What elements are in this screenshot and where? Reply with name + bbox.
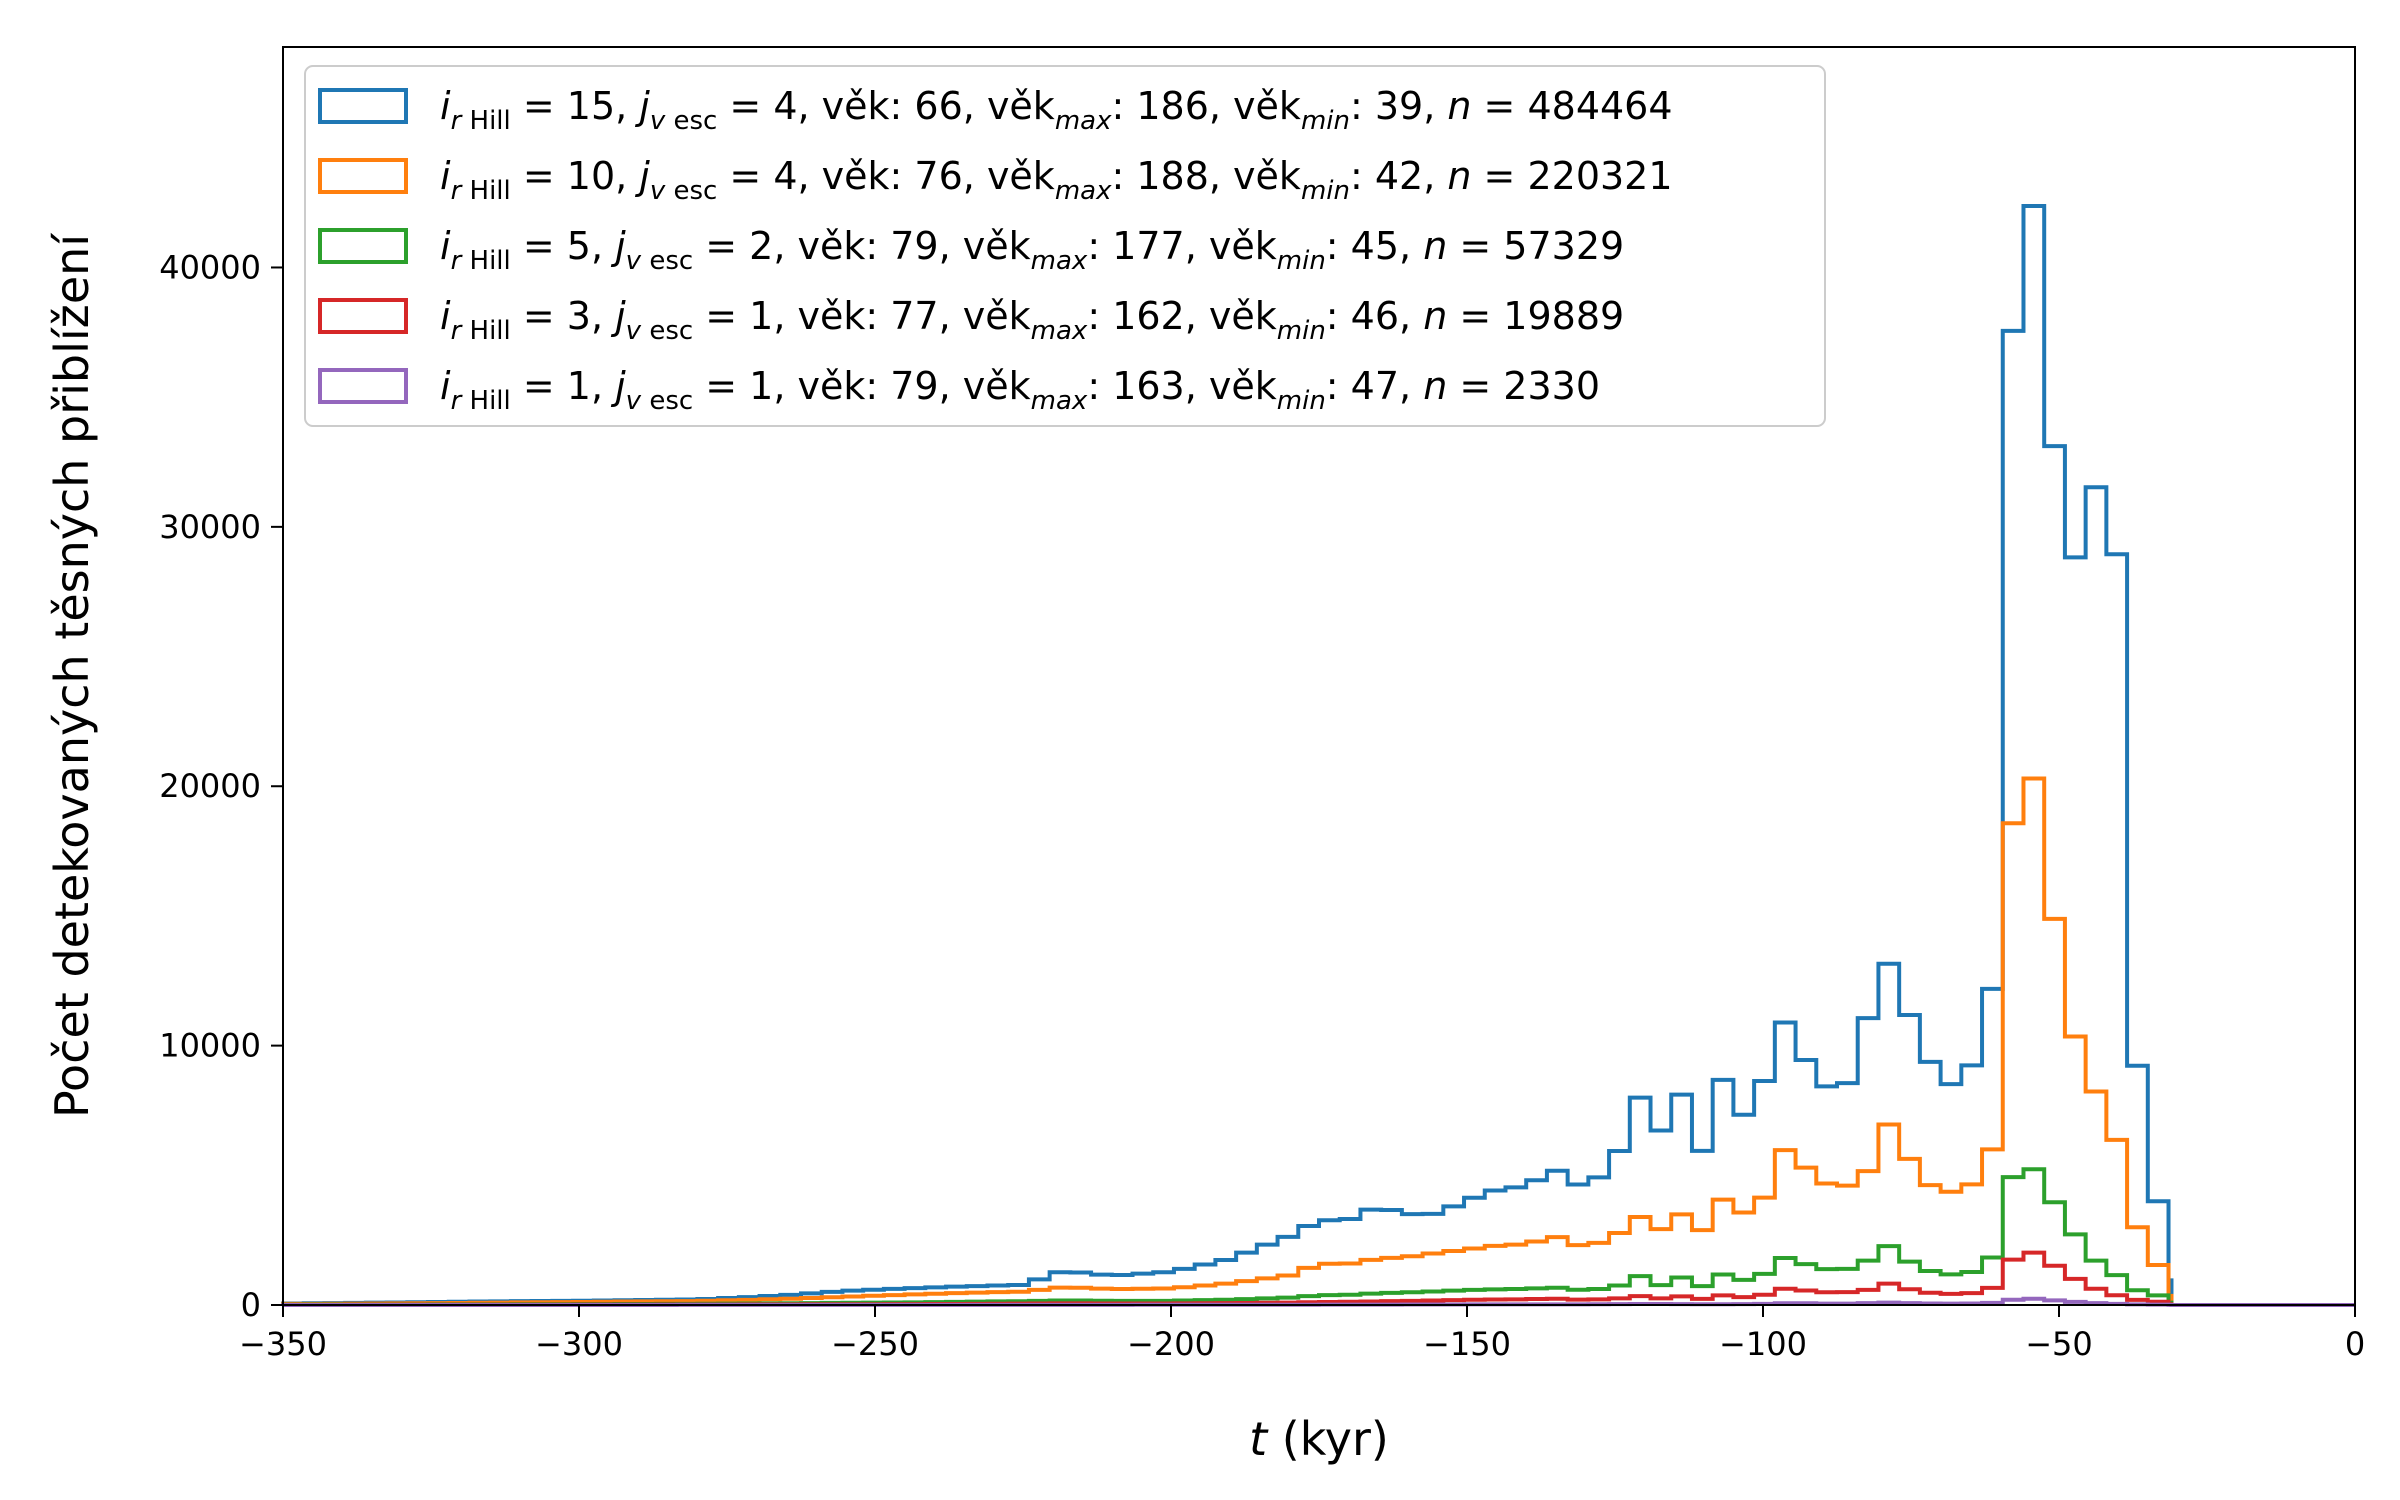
legend-n-symbol: n: [1447, 84, 1471, 128]
legend-sub-r: r: [451, 386, 464, 416]
legend-swatch: [318, 298, 408, 334]
legend-sub-max: max: [1031, 316, 1088, 346]
legend-sub-v: v: [650, 106, 666, 136]
legend-i-symbol: i: [440, 364, 451, 408]
legend-i-value: = 5,: [511, 224, 615, 268]
legend-age-max: : 162, věk: [1087, 294, 1276, 338]
legend-swatch: [318, 158, 408, 194]
legend-i-value: = 10,: [511, 154, 640, 198]
legend-i-value: = 1,: [511, 364, 615, 408]
legend-age-max: : 186, věk: [1111, 84, 1300, 128]
legend-sub-min: min: [1277, 246, 1326, 276]
legend-age-min: : 39,: [1350, 84, 1447, 128]
x-tick-label: −250: [831, 1325, 919, 1363]
legend-sub-esc: esc: [641, 386, 693, 416]
legend-entry: ir Hill = 3, jv esc = 1, věk: 77, věkmax…: [440, 294, 1624, 346]
legend-n-value: = 220321: [1471, 154, 1672, 198]
legend-age: = 1, věk: 77, věk: [693, 294, 1030, 338]
legend-sub-hill: Hill: [461, 386, 511, 416]
legend-sub-v: v: [650, 176, 666, 206]
y-tick-label: 40000: [159, 248, 261, 286]
x-axis-var: t: [1249, 1412, 1269, 1466]
legend-sub-max: max: [1031, 386, 1088, 416]
legend-sub-r: r: [451, 106, 464, 136]
legend-sub-max: max: [1055, 176, 1112, 206]
x-tick-label: −100: [1719, 1325, 1807, 1363]
legend-i-value: = 15,: [511, 84, 640, 128]
legend-sub-v: v: [626, 386, 642, 416]
legend-sub-r: r: [451, 246, 464, 276]
x-tick-label: −350: [239, 1325, 327, 1363]
legend-swatch: [318, 228, 408, 264]
legend-age: = 2, věk: 79, věk: [693, 224, 1030, 268]
x-tick-label: −150: [1423, 1325, 1511, 1363]
legend-i-symbol: i: [440, 224, 451, 268]
legend-i-symbol: i: [440, 154, 451, 198]
x-tick-label: −50: [2025, 1325, 2093, 1363]
legend-age-min: : 42,: [1350, 154, 1447, 198]
legend-sub-min: min: [1277, 386, 1326, 416]
axes-layer: −350 −300 −250 −200 −150 −100 −50 0 0 10000 20000 3…: [45, 46, 2365, 1466]
legend-age-min: : 46,: [1326, 294, 1423, 338]
legend-sub-r: r: [451, 176, 464, 206]
legend: ir Hill = 15, jv esc = 4, věk: 66, věkma…: [304, 65, 1826, 427]
legend-n-value: = 484464: [1471, 84, 1672, 128]
legend-sub-v: v: [626, 316, 642, 346]
legend-sub-hill: Hill: [461, 176, 511, 206]
legend-sub-hill: Hill: [461, 246, 511, 276]
legend-n-value: = 2330: [1447, 364, 1600, 408]
legend-i-symbol: i: [440, 84, 451, 128]
y-axis-title: Počet detekovaných těsných přiblížení: [45, 233, 99, 1118]
legend-n-symbol: n: [1447, 154, 1471, 198]
legend-sub-min: min: [1301, 176, 1350, 206]
legend-entry: ir Hill = 15, jv esc = 4, věk: 66, věkma…: [440, 84, 1673, 136]
legend-sub-max: max: [1031, 246, 1088, 276]
x-tick-label: −300: [535, 1325, 623, 1363]
legend-sub-hill: Hill: [461, 316, 511, 346]
legend-entry: ir Hill = 1, jv esc = 1, věk: 79, věkmax…: [440, 364, 1600, 416]
legend-age: = 4, věk: 76, věk: [717, 154, 1054, 198]
legend-age-min: : 47,: [1326, 364, 1423, 408]
legend-entry: ir Hill = 5, jv esc = 2, věk: 79, věkmax…: [440, 224, 1624, 276]
legend-entry: ir Hill = 10, jv esc = 4, věk: 76, věkma…: [440, 154, 1673, 206]
legend-sub-esc: esc: [665, 106, 717, 136]
legend-sub-esc: esc: [641, 316, 693, 346]
series-2-step: [281, 776, 2355, 1307]
plot-frame: [282, 46, 2356, 1306]
legend-age: = 4, věk: 66, věk: [717, 84, 1054, 128]
legend-n-symbol: n: [1423, 224, 1447, 268]
legend-box: [304, 65, 1826, 427]
x-axis-unit: (kyr): [1267, 1412, 1389, 1466]
x-tick-label: 0: [2345, 1325, 2365, 1363]
legend-age-max: : 188, věk: [1111, 154, 1300, 198]
x-axis-title: t (kyr): [1249, 1412, 1389, 1466]
legend-age-max: : 177, věk: [1087, 224, 1276, 268]
legend-age: = 1, věk: 79, věk: [693, 364, 1030, 408]
y-tick-label: 0: [241, 1286, 261, 1324]
legend-sub-max: max: [1055, 106, 1112, 136]
legend-n-symbol: n: [1423, 294, 1447, 338]
legend-n-value: = 57329: [1447, 224, 1624, 268]
legend-swatch: [318, 368, 408, 404]
legend-sub-esc: esc: [641, 246, 693, 276]
legend-swatch: [318, 88, 408, 124]
legend-age-max: : 163, věk: [1087, 364, 1276, 408]
legend-sub-hill: Hill: [461, 106, 511, 136]
legend-age-min: : 45,: [1326, 224, 1423, 268]
y-tick-label: 20000: [159, 767, 261, 805]
legend-sub-esc: esc: [665, 176, 717, 206]
legend-n-symbol: n: [1423, 364, 1447, 408]
legend-sub-min: min: [1301, 106, 1350, 136]
legend-i-value: = 3,: [511, 294, 615, 338]
series-3-step: [281, 1167, 2355, 1307]
y-tick-label: 30000: [159, 508, 261, 546]
legend-n-value: = 19889: [1447, 294, 1624, 338]
legend-sub-v: v: [626, 246, 642, 276]
y-tick-label: 10000: [159, 1027, 261, 1065]
legend-i-symbol: i: [440, 294, 451, 338]
legend-sub-r: r: [451, 316, 464, 346]
legend-sub-min: min: [1277, 316, 1326, 346]
x-tick-label: −200: [1127, 1325, 1215, 1363]
